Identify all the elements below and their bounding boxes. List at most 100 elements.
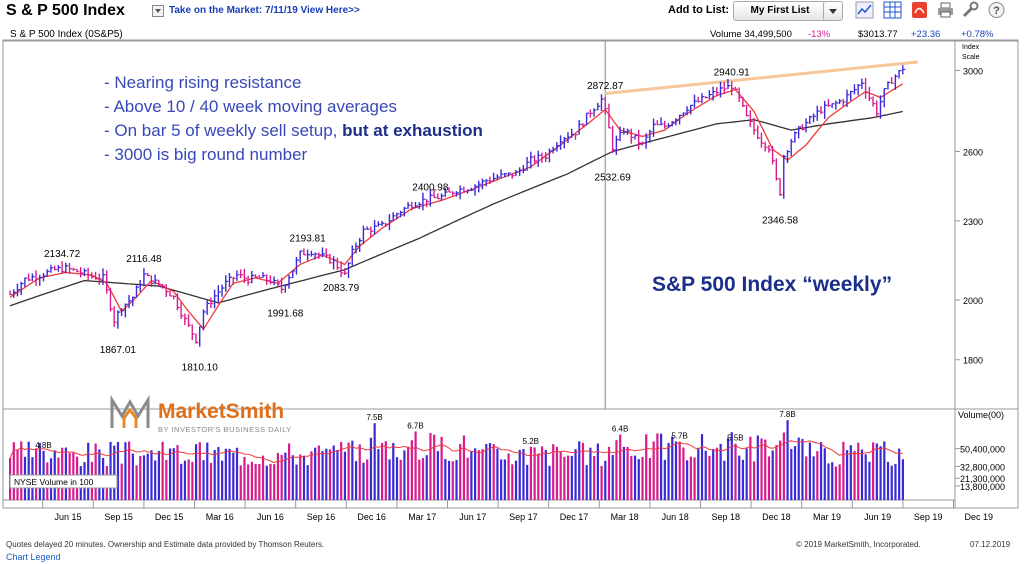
volume-bar [362,462,365,500]
volume-bar [790,448,793,500]
chevron-down-icon[interactable] [823,1,843,21]
volume-bar [124,442,127,500]
volume-bar [615,440,618,500]
line-chart-icon[interactable] [855,1,874,19]
price-tick-label: 2600 [963,147,983,157]
volume-label: 5.5B [727,434,743,443]
annotation-line-1: - Nearing rising resistance [104,73,301,92]
promo-link[interactable]: Take on the Market: 7/11/19 View Here>> [169,5,360,16]
volume-bar [793,446,797,500]
volume-bar [786,420,789,500]
annotation-line-4: - 3000 is big round number [104,145,308,164]
volume-bar [280,455,283,500]
volume-bar [418,459,421,500]
list-select[interactable]: My First List [733,1,827,21]
chart-legend-link[interactable]: Chart Legend [6,552,61,562]
annotation-line-3-text: - On bar 5 of weekly sell setup, [104,121,342,140]
volume-bar [589,447,592,500]
x-tick-label: Sep 16 [307,512,336,522]
volume-bar [235,447,239,500]
volume-bar [407,446,410,500]
volume-bar [154,460,157,500]
volume-bar [860,449,864,500]
price-bars [9,65,906,347]
svg-text:?: ? [993,5,1000,17]
volume-bar [291,455,294,500]
x-tick-label: Dec 18 [762,512,791,522]
volume-bar [485,444,488,500]
volume-bar [846,450,849,500]
volume-bar [295,464,298,500]
x-tick-label: Mar 16 [206,512,234,522]
volume-bar [578,441,581,500]
volume-bar [116,441,120,500]
volume-label: 6.7B [407,421,423,430]
volume-bar [150,450,153,500]
volume-bar [388,459,391,500]
volume-bar [775,444,778,500]
table-grid-icon[interactable] [883,1,902,19]
volume-bar [503,459,506,500]
volume-bar [849,445,852,500]
volume-bar [120,463,123,500]
volume-bar [421,457,425,500]
wrench-icon[interactable] [961,1,980,19]
volume-bar [384,441,387,500]
volume-bar [671,436,674,500]
pdf-icon[interactable] [910,1,929,19]
help-icon[interactable]: ? [987,1,1006,19]
footer-copyright: © 2019 MarketSmith, Incorporated. [796,540,921,549]
volume-bar [723,460,726,500]
volume-label: 7.8B [779,410,795,419]
volume-bar [537,453,540,500]
x-tick-label: Jun 17 [459,512,486,522]
volume-bar [533,447,536,500]
volume-bar [797,437,800,500]
volume-bar [261,455,265,500]
volume-bar [273,464,276,500]
volume-bar [756,435,759,500]
volume-bar [704,450,707,500]
volume-label: 5.2B [523,437,539,446]
scale-label-index: Index [962,44,980,51]
volume-bar [254,464,257,500]
price-tick-label: 1800 [963,356,983,366]
volume-bar [637,459,640,500]
volume-bar [567,455,570,500]
x-axis: Jun 15 Sep 15 Dec 15 Mar 16 Jun 16 Sep 16 Dec … [42,500,993,522]
price-label: 2940.91 [714,68,751,79]
volume-bar [302,455,306,500]
x-tick-label: Dec 17 [560,512,589,522]
print-icon[interactable] [936,1,955,19]
volume-bar [20,441,23,500]
volume-bar [641,456,644,500]
volume-bar [548,465,551,500]
volume-bar [507,453,510,500]
price-label: 2532.69 [595,172,632,183]
volume-bar [764,439,767,500]
volume-bar [581,442,585,500]
x-tick-label: Mar 19 [813,512,841,522]
volume-bar [455,459,458,500]
volume-bar [325,448,328,500]
volume-bar [481,449,484,500]
volume-bar [678,441,681,500]
volume-label: 6.4B [612,424,628,433]
volume-bar [607,446,611,500]
volume-bar [429,432,432,500]
volume-bar [496,448,499,500]
volume-bar [585,465,588,500]
volume-bar [206,442,209,500]
x-tick-label: Mar 17 [408,512,436,522]
volume-bar [570,456,573,500]
volume-axis-title: Volume(00) [958,410,1004,420]
volume-bar [306,465,309,500]
dropdown-icon[interactable] [152,5,164,17]
volume-bar [321,451,324,500]
volume-bar [373,423,376,500]
volume-bar [276,452,280,500]
volume-bar [436,451,439,500]
volume-bar [648,458,652,500]
volume-bar [474,448,477,500]
price-tick-label: 3000 [963,66,983,76]
